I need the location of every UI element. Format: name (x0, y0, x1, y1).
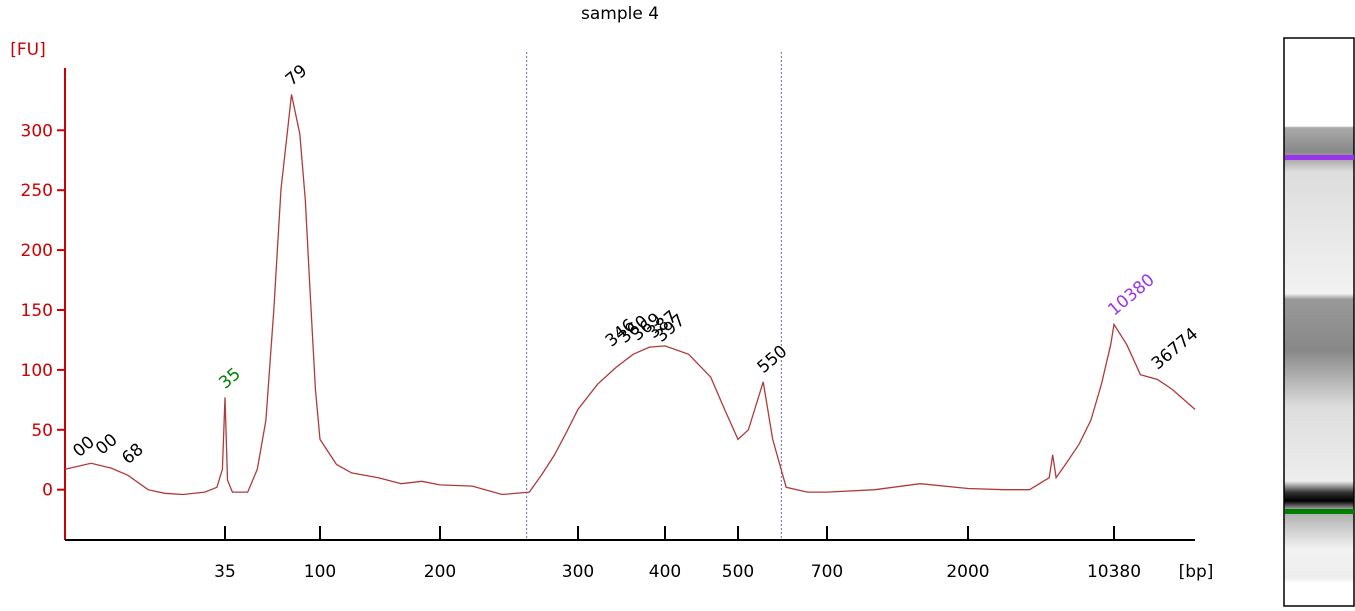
peak-label: 550 (754, 342, 792, 378)
y-tick-label: 150 (21, 301, 53, 321)
gel-lower-marker (1285, 509, 1354, 514)
y-tick-label: 100 (21, 361, 53, 381)
chart-title: sample 4 (581, 4, 659, 24)
peak-label: 79 (282, 61, 311, 90)
peak-label: 00 (92, 430, 121, 459)
x-tick-label: 300 (562, 562, 594, 582)
gel-upper-marker (1285, 155, 1354, 160)
y-tick-label: 0 (42, 481, 53, 501)
trace (64, 94, 1196, 496)
y-unit: [FU] (10, 40, 46, 60)
peak-label: 10380 (1104, 270, 1158, 320)
x-tick-label: 35 (214, 562, 236, 582)
x-tick-label: 100 (304, 562, 336, 582)
peak-label: 35 (215, 364, 244, 393)
x-tick-label: 700 (811, 562, 843, 582)
x-tick-label: 200 (424, 562, 456, 582)
y-tick-label: 300 (21, 121, 53, 141)
gel-lane (1283, 37, 1355, 607)
y-tick-label: 250 (21, 181, 53, 201)
y-tick-label: 50 (31, 421, 53, 441)
y-tick-label: 200 (21, 241, 53, 261)
x-tick-label: 400 (649, 562, 681, 582)
peak-label: 68 (118, 440, 147, 469)
x-tick-label: 500 (722, 562, 754, 582)
x-unit: [bp] (1179, 562, 1214, 582)
x-tick-label: 2000 (946, 562, 989, 582)
peak-label: 36774 (1148, 324, 1202, 374)
x-tick-label: 10380 (1087, 562, 1141, 582)
